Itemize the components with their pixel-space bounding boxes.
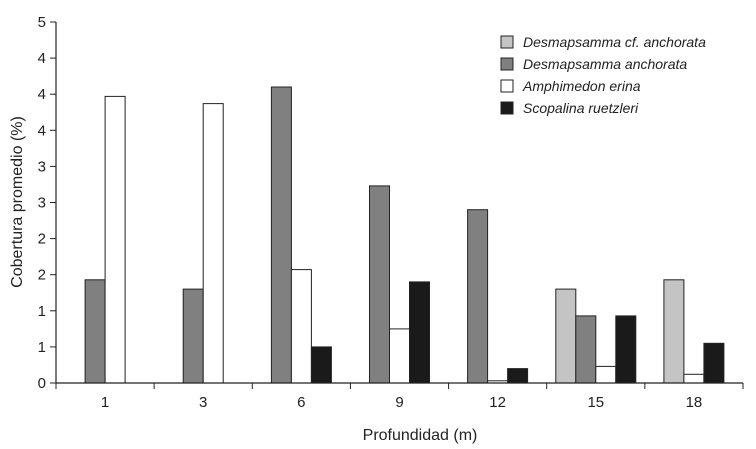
- y-ticks-layer: 0 1 1 2 2 3 3 4 4 4 5: [38, 14, 56, 392]
- y-tick-label: 4: [38, 50, 46, 67]
- legend-swatch: [500, 101, 514, 115]
- x-tick-label: 6: [297, 394, 305, 411]
- y-tick-label: 1: [38, 339, 46, 356]
- bar-scopalina-ruetzleri-12: [507, 368, 529, 384]
- y-tick-label: 2: [38, 267, 46, 284]
- x-ticks-layer: 1 3 6 9 12 15 18: [55, 383, 744, 411]
- y-axis-label: Cobertura promedio (%): [9, 116, 26, 288]
- legend-label: Scopalina ruetzleri: [523, 100, 639, 116]
- x-tick-label: 18: [686, 394, 703, 411]
- y-tick-label: 4: [38, 122, 46, 139]
- x-tick-label: 3: [199, 394, 207, 411]
- bar-amphimedon-erina-18: [683, 373, 705, 384]
- x-axis-label: Profundidad (m): [363, 427, 478, 444]
- y-tick-label: 5: [38, 14, 46, 31]
- bars-layer: [84, 86, 725, 384]
- bar-desmapsamma-anchorata-1: [84, 279, 106, 384]
- bar-amphimedon-erina-3: [202, 103, 224, 384]
- x-tick-label: 9: [395, 394, 403, 411]
- legend-swatch: [500, 35, 514, 49]
- bar-scopalina-ruetzleri-18: [703, 342, 725, 384]
- bar-scopalina-ruetzleri-6: [310, 346, 332, 384]
- bar-desmapsamma-anchorata-15: [575, 315, 597, 384]
- bar-desmapsamma-anchorata-3: [182, 288, 204, 384]
- legend-label: Desmapsamma anchorata: [523, 56, 687, 72]
- bar-amphimedon-erina-1: [104, 95, 126, 384]
- y-tick-label: 3: [38, 158, 46, 175]
- y-tick-label: 4: [38, 86, 46, 103]
- y-tick-label: 1: [38, 303, 46, 320]
- x-tick-label: 12: [489, 394, 506, 411]
- legend-swatch: [500, 57, 514, 71]
- bar-desmapsamma-anchorata-6: [270, 86, 292, 384]
- y-tick-label: 0: [38, 375, 46, 392]
- legend-label: Desmapsamma cf. anchorata: [523, 34, 706, 50]
- y-tick-label: 2: [38, 231, 46, 248]
- bar-desmapsamma-anchorata-9: [369, 185, 390, 384]
- legend-label: Amphimedon erina: [522, 78, 641, 94]
- bar-desmapsamma-anchorata-12: [467, 209, 489, 384]
- x-tick-label: 1: [101, 394, 109, 411]
- legend-swatch: [500, 79, 514, 93]
- bar-amphimedon-erina-6: [290, 269, 312, 384]
- y-tick-label: 3: [38, 195, 46, 212]
- bar-scopalina-ruetzleri-15: [615, 315, 637, 384]
- bar-desmapsamma-cf-anchorata-15: [555, 288, 577, 384]
- bar-amphimedon-erina-15: [595, 365, 617, 384]
- legend: Desmapsamma cf. anchorata Desmapsamma anc…: [500, 34, 706, 116]
- bar-amphimedon-erina-9: [389, 328, 410, 384]
- x-tick-label: 15: [587, 394, 604, 411]
- bar-scopalina-ruetzleri-9: [409, 281, 430, 384]
- bar-desmapsamma-cf-anchorata-18: [663, 279, 685, 384]
